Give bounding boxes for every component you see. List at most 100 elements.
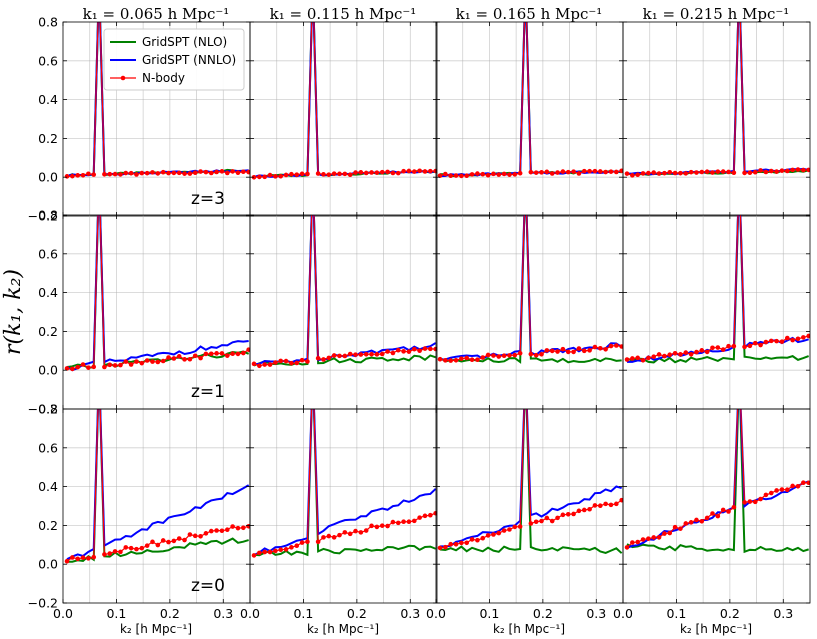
nbody-point (475, 357, 480, 363)
nbody-point (337, 353, 342, 359)
nbody-point (289, 171, 294, 177)
nbody-point (337, 171, 342, 177)
nbody-point (315, 355, 321, 361)
nbody-point (635, 539, 640, 545)
series-line-nnlo (253, 215, 437, 366)
nbody-point (315, 539, 321, 545)
nbody-point (731, 170, 737, 176)
nbody-point (496, 354, 502, 359)
nbody-point (720, 507, 726, 513)
nbody-point (273, 548, 278, 554)
nbody-point (208, 170, 214, 176)
nbody-point (219, 351, 225, 356)
nbody-point (437, 356, 443, 362)
nbody-point (417, 515, 422, 520)
panel-frame (622, 214, 811, 410)
nbody-point (235, 525, 241, 531)
nbody-point (699, 169, 705, 175)
nbody-point (768, 168, 774, 174)
nbody-point (523, 174, 528, 179)
nbody-point (369, 523, 374, 529)
nbody-point (230, 351, 235, 357)
nbody-point (139, 360, 145, 366)
series-line-nlo (439, 409, 623, 555)
nbody-point (262, 549, 267, 555)
column-title-4: k₁ = 0.215 h Mpc⁻¹ (643, 5, 790, 23)
plot-area (624, 409, 810, 554)
nbody-point (640, 171, 646, 176)
nbody-point (512, 352, 518, 358)
nbody-point (683, 521, 689, 526)
nbody-point (326, 172, 332, 177)
panel-r1-c2 (249, 21, 438, 217)
nbody-point (86, 171, 91, 177)
nbody-point (469, 172, 475, 177)
nbody-point (224, 170, 230, 176)
x-tick-label: 0.2 (533, 606, 553, 621)
nbody-point (437, 173, 443, 178)
nbody-point (752, 499, 758, 505)
plot-area (251, 409, 437, 558)
nbody-point (688, 351, 694, 357)
nbody-point (443, 358, 448, 363)
nbody-point (491, 532, 496, 537)
nbody-point (166, 539, 171, 545)
nbody-point (305, 171, 310, 177)
series-line-nnlo (627, 215, 809, 363)
nbody-point (283, 172, 289, 178)
nbody-point (160, 358, 166, 364)
y-tick-label: 0.4 (38, 92, 58, 107)
nbody-point (182, 537, 187, 543)
nbody-point (374, 170, 380, 175)
nbody-point (624, 357, 630, 362)
nbody-point (720, 169, 726, 174)
nbody-point (283, 358, 289, 364)
nbody-point (134, 172, 139, 177)
nbody-point (417, 168, 422, 174)
nbody-point (784, 487, 790, 493)
nbody-point (102, 172, 107, 177)
nbody-point (134, 546, 139, 552)
nbody-point (310, 174, 315, 179)
nbody-point (747, 499, 753, 504)
nbody-point (214, 528, 219, 533)
nbody-point (581, 348, 587, 354)
nbody-point (715, 513, 721, 519)
nbody-point (512, 524, 518, 530)
nbody-point (363, 170, 369, 176)
series-line-nnlo (253, 409, 437, 556)
nbody-point (662, 170, 667, 176)
nbody-point (603, 347, 608, 352)
nbody-point (139, 170, 145, 176)
nbody-point (128, 362, 134, 367)
nbody-point (806, 333, 810, 339)
nbody-point (171, 356, 177, 361)
y-tick-label: −0.2 (28, 209, 58, 224)
nbody-point (315, 171, 321, 176)
column-title-2: k₁ = 0.115 h Mpc⁻¹ (270, 5, 417, 23)
panel-r2-c3 (435, 174, 624, 410)
nbody-point (214, 351, 219, 356)
redshift-label: z=3 (191, 189, 225, 209)
nbody-point (208, 528, 214, 534)
nbody-point (417, 348, 422, 354)
nbody-point (70, 173, 75, 179)
nbody-point (512, 172, 518, 177)
series-line-nnlo (626, 22, 809, 176)
nbody-point (667, 530, 673, 536)
nbody-point (485, 533, 491, 538)
series-line-nbody (253, 409, 436, 556)
nbody-point (241, 169, 246, 175)
nbody-point (549, 171, 555, 176)
nbody-point (614, 501, 619, 507)
nbody-point (688, 169, 694, 175)
nbody-point (192, 170, 198, 176)
nbody-point (331, 535, 337, 540)
y-tick-label: 0.0 (38, 170, 58, 185)
nbody-point (224, 353, 230, 358)
nbody-point (597, 503, 603, 509)
nbody-point (763, 492, 769, 498)
nbody-point (758, 342, 763, 348)
nbody-point (614, 343, 619, 348)
